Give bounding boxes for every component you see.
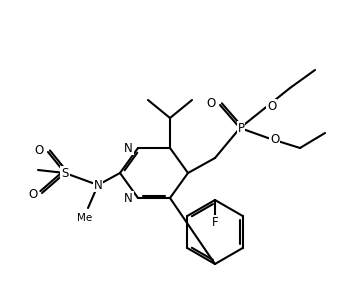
- Text: F: F: [212, 216, 218, 229]
- Text: O: O: [207, 97, 216, 110]
- Text: P: P: [238, 122, 244, 135]
- Text: Me: Me: [78, 213, 92, 223]
- Text: N: N: [124, 141, 133, 154]
- Text: N: N: [94, 179, 102, 191]
- Text: O: O: [270, 133, 279, 145]
- Text: O: O: [267, 99, 276, 112]
- Text: S: S: [61, 166, 69, 179]
- Text: O: O: [35, 143, 44, 156]
- Text: N: N: [124, 191, 133, 204]
- Text: O: O: [29, 189, 38, 202]
